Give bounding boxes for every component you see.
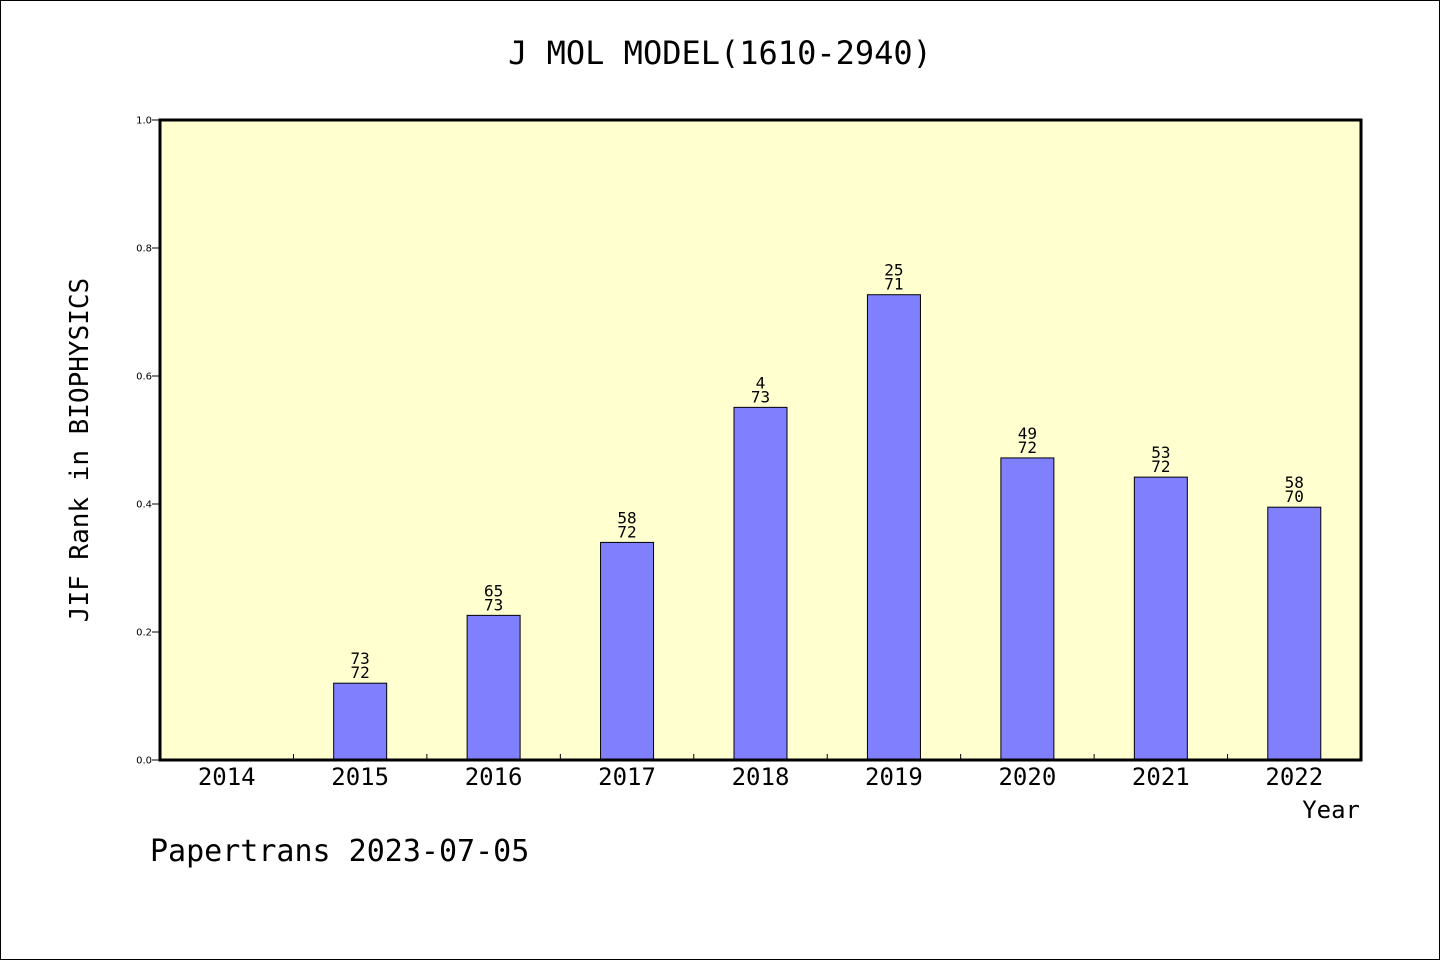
- bar: [600, 541, 655, 761]
- footer-credit: Papertrans 2023-07-05: [150, 834, 530, 869]
- y-tick-label: 0.2: [136, 628, 152, 639]
- x-tick-label: 2016: [465, 763, 523, 791]
- data-label-top: 65: [484, 581, 503, 600]
- y-tick-label: 0.4: [136, 500, 152, 511]
- x-tick-label: 2021: [1132, 763, 1190, 791]
- y-tick-label: 0.0: [136, 756, 152, 767]
- data-label-bottom: 70: [1285, 487, 1304, 506]
- data-label-top: 25: [884, 261, 903, 280]
- bar: [1133, 476, 1188, 761]
- x-tick-label: 2020: [998, 763, 1056, 791]
- y-tick-label: 0.8: [136, 244, 152, 255]
- data-label-top: 4: [756, 373, 766, 392]
- data-label-bottom: 73: [484, 595, 503, 614]
- data-label-bottom: 72: [617, 522, 636, 541]
- x-tick-label: 2022: [1265, 763, 1323, 791]
- bar: [1000, 457, 1055, 761]
- data-label-top: 53: [1151, 443, 1170, 462]
- data-label-top: 58: [617, 508, 636, 527]
- bar: [1267, 506, 1322, 761]
- data-label-top: 49: [1018, 424, 1037, 443]
- data-label-bottom: 71: [884, 275, 903, 294]
- bar: [733, 406, 788, 761]
- bar: [866, 294, 921, 761]
- x-tick-label: 2014: [198, 763, 256, 791]
- data-label-top: 58: [1285, 473, 1304, 492]
- y-tick-label: 1.0: [136, 116, 152, 127]
- data-label-bottom: 72: [1151, 457, 1170, 476]
- bar: [466, 614, 521, 761]
- bar: [333, 682, 388, 761]
- x-tick-label: 2019: [865, 763, 923, 791]
- y-tick-label: 0.6: [136, 372, 152, 383]
- chart-title: J MOL MODEL(1610-2940): [508, 34, 932, 72]
- data-label-bottom: 72: [1018, 438, 1037, 457]
- data-label-top: 73: [351, 649, 370, 668]
- x-tick-label: 2018: [732, 763, 790, 791]
- data-label-bottom: 73: [751, 387, 770, 406]
- plot-border: [158, 118, 1363, 762]
- x-axis-label: Year: [1302, 796, 1360, 824]
- data-label-bottom: 72: [351, 663, 370, 682]
- x-tick-label: 2015: [331, 763, 389, 791]
- x-tick-label: 2017: [598, 763, 656, 791]
